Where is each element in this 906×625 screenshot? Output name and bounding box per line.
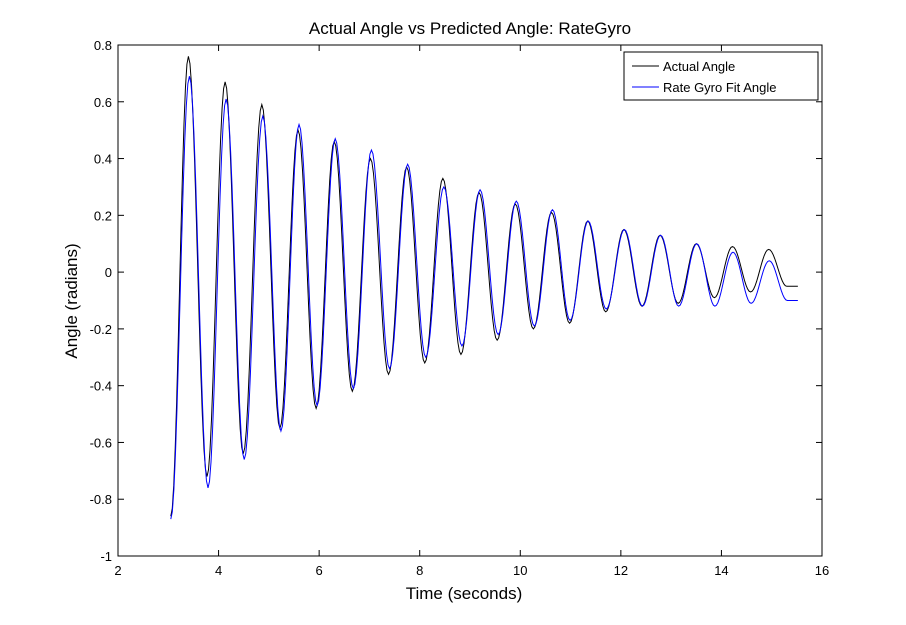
y-tick-label: -1 [100,549,112,564]
legend-box [623,51,819,101]
y-axis-ticks: -1 -0.8 -0.6 -0.4 -0.2 0 0.2 0.4 0.6 0.8 [90,38,822,564]
x-tick-label: 16 [815,563,829,578]
y-tick-label: -0.4 [90,379,112,394]
y-tick-label: -0.8 [90,492,112,507]
x-axis-title: Time (seconds) [406,584,523,603]
x-tick-label: 10 [513,563,527,578]
x-tick-label: 6 [316,563,323,578]
y-axis-title: Angle (radians) [62,243,81,358]
x-tick-label: 14 [714,563,728,578]
legend: Actual Angle Rate Gyro Fit Angle [623,51,819,101]
legend-label-fit: Rate Gyro Fit Angle [663,80,776,95]
x-axis-ticks: 2 4 6 8 10 12 14 16 [114,45,829,578]
plot-frame [117,44,823,557]
x-tick-label: 12 [614,563,628,578]
chart-title: Actual Angle vs Predicted Angle: RateGyr… [309,19,631,38]
series-line-rate-gyro-fit-angle [170,76,798,520]
y-tick-label: -0.6 [90,435,112,450]
series-layer [170,56,798,520]
x-tick-label: 8 [416,563,423,578]
y-tick-label: 0.6 [94,95,112,110]
y-tick-label: 0.8 [94,38,112,53]
y-tick-label: 0.4 [94,152,112,167]
y-tick-label: -0.2 [90,322,112,337]
legend-label-actual: Actual Angle [663,59,735,74]
x-tick-label: 2 [114,563,121,578]
x-tick-label: 4 [215,563,222,578]
y-tick-label: 0.2 [94,208,112,223]
y-tick-label: 0 [105,265,112,280]
